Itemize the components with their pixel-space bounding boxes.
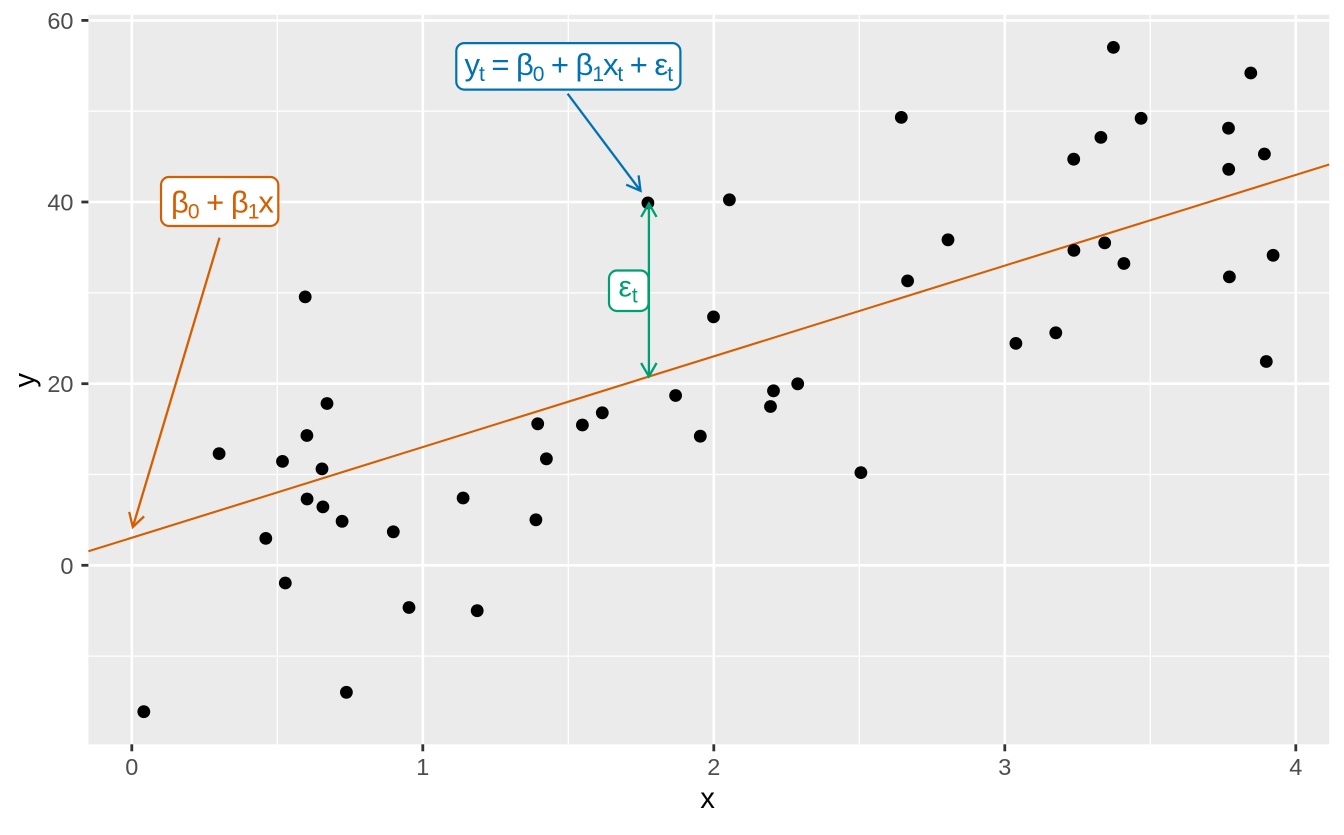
svg-text:y: y [9, 373, 42, 388]
svg-text:0: 0 [60, 553, 73, 579]
svg-text:x: x [700, 782, 715, 815]
svg-text:yt = β0 + β1xt + εt: yt = β0 + β1xt + εt [465, 47, 674, 86]
svg-text:β0 + β1x: β0 + β1x [171, 185, 274, 224]
svg-text:4: 4 [1289, 754, 1302, 780]
svg-text:40: 40 [47, 190, 73, 216]
svg-text:3: 3 [998, 754, 1011, 780]
svg-text:1: 1 [416, 754, 429, 780]
svg-text:0: 0 [125, 754, 138, 780]
svg-text:60: 60 [47, 8, 73, 34]
svg-text:2: 2 [707, 754, 720, 780]
svg-text:20: 20 [47, 371, 73, 397]
